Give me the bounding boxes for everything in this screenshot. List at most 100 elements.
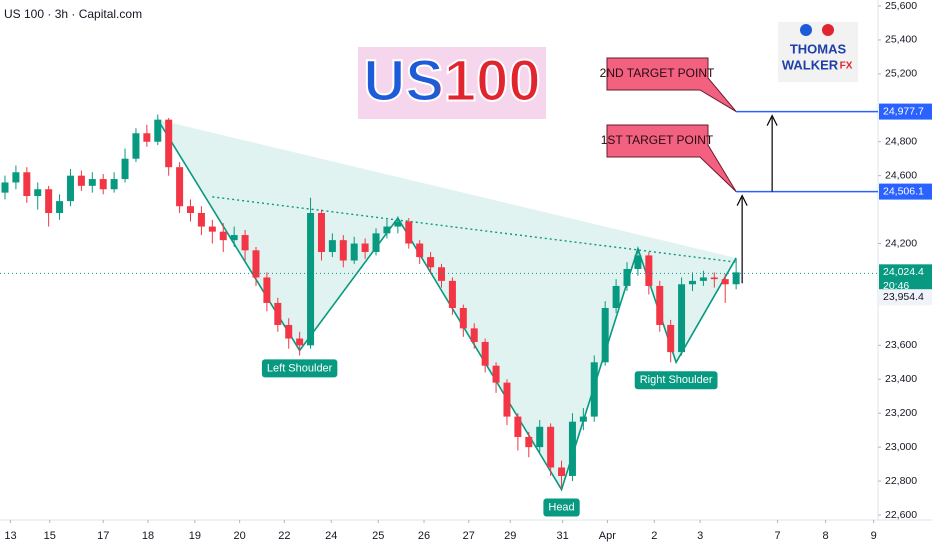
- candle-body: [558, 467, 566, 476]
- candle-body: [656, 285, 664, 325]
- bid-price-tag: [879, 289, 932, 306]
- candle-body: [688, 280, 696, 285]
- candle-body: [623, 268, 631, 286]
- candle-body: [634, 255, 642, 269]
- candle-body: [601, 308, 609, 363]
- candle-body: [121, 158, 129, 180]
- candle-body: [34, 189, 42, 197]
- candle-body: [612, 285, 620, 309]
- candle-body: [372, 233, 380, 253]
- logo-text: US100: [363, 48, 540, 113]
- callout: [606, 57, 737, 113]
- arrow-head: [736, 194, 748, 206]
- candle-body: [165, 119, 173, 168]
- candle-body: [383, 226, 391, 234]
- candle-body: [285, 324, 293, 339]
- candle-body: [339, 240, 347, 261]
- x-tick-label: 22: [278, 530, 290, 542]
- candle-body: [645, 255, 653, 286]
- candle-body: [197, 212, 205, 227]
- price-tag-label: 24,977.7: [883, 105, 924, 117]
- y-tick-label: 23,400: [885, 373, 917, 385]
- candle-body: [503, 382, 511, 417]
- candle-body: [143, 133, 151, 142]
- candle-body: [699, 277, 707, 281]
- candle-body: [23, 172, 31, 197]
- arrow-head: [766, 114, 778, 126]
- candle-body: [241, 235, 249, 251]
- price-tag: [879, 103, 932, 120]
- candle-body: [405, 221, 413, 244]
- candle-body: [732, 272, 740, 285]
- y-tick-label: 25,400: [885, 34, 917, 46]
- candle-body: [394, 221, 402, 227]
- callout-text: 1ST TARGET POINT: [601, 133, 714, 147]
- candle-body: [1, 182, 9, 193]
- brand-line: FX: [840, 61, 853, 72]
- candle-body: [263, 277, 271, 303]
- last-price-label: 24,024.4: [883, 266, 924, 278]
- x-tick-label: 26: [418, 530, 430, 542]
- x-tick-label: 7: [775, 530, 781, 542]
- x-tick-label: 27: [463, 530, 475, 542]
- y-tick-label: 22,800: [885, 475, 917, 487]
- candle-body: [12, 172, 20, 183]
- x-tick-label: 19: [189, 530, 201, 542]
- y-tick-label: 22,600: [885, 509, 917, 521]
- candle-body: [99, 179, 107, 190]
- candle-body: [427, 257, 435, 268]
- candle-body: [132, 133, 140, 159]
- y-tick-label: 23,600: [885, 339, 917, 351]
- candle-body: [678, 284, 686, 353]
- callout-text: 2ND TARGET POINT: [600, 66, 715, 80]
- candle-body: [568, 421, 576, 476]
- candle-body: [492, 365, 500, 383]
- brand-line: THOMAS: [790, 41, 847, 56]
- y-tick-label: 25,200: [885, 68, 917, 80]
- y-tick-label: 24,800: [885, 136, 917, 148]
- candle-body: [176, 167, 184, 207]
- countdown: 20:46: [883, 280, 909, 292]
- x-tick-label: 2: [651, 530, 657, 542]
- callout: [606, 124, 737, 192]
- candle-body: [230, 235, 238, 241]
- pattern-label: Head: [548, 501, 574, 513]
- brand-icon: [800, 24, 812, 36]
- x-tick-label: 3: [697, 530, 703, 542]
- bid-price-label: 23,954.4: [883, 291, 924, 303]
- candle-body: [77, 175, 85, 186]
- y-tick-label: 24,200: [885, 237, 917, 249]
- candle-body: [721, 279, 729, 285]
- candle-body: [590, 362, 598, 417]
- candle-body: [667, 324, 675, 353]
- candle-body: [481, 341, 489, 366]
- candle-body: [66, 175, 74, 202]
- x-tick-label: 15: [44, 530, 56, 542]
- brand-icon: [822, 24, 834, 36]
- price-tag: [879, 183, 932, 200]
- x-tick-label: 17: [97, 530, 109, 542]
- x-tick-label: Apr: [599, 530, 616, 542]
- candle-body: [88, 179, 96, 186]
- price-tag-label: 24,506.1: [883, 185, 924, 197]
- pattern-label-bg: [543, 498, 580, 517]
- chart-title: US 100 · 3h · Capital.com: [4, 7, 142, 21]
- candle-body: [208, 226, 216, 232]
- logo-box: [358, 47, 546, 119]
- candle-body: [514, 416, 522, 437]
- x-tick-label: 13: [4, 530, 16, 542]
- x-tick-label: 9: [871, 530, 877, 542]
- y-tick-label: 24,600: [885, 169, 917, 181]
- x-tick-label: 25: [372, 530, 384, 542]
- pattern-label-bg: [261, 359, 338, 378]
- candle-body: [448, 280, 456, 309]
- pattern-area: [157, 119, 737, 490]
- candle-body: [361, 243, 369, 253]
- y-tick-label: 23,000: [885, 441, 917, 453]
- brand-line: WALKER: [782, 57, 839, 72]
- x-tick-label: 18: [142, 530, 154, 542]
- candle-body: [296, 338, 304, 346]
- candle-body: [350, 243, 358, 261]
- candle-body: [56, 201, 64, 213]
